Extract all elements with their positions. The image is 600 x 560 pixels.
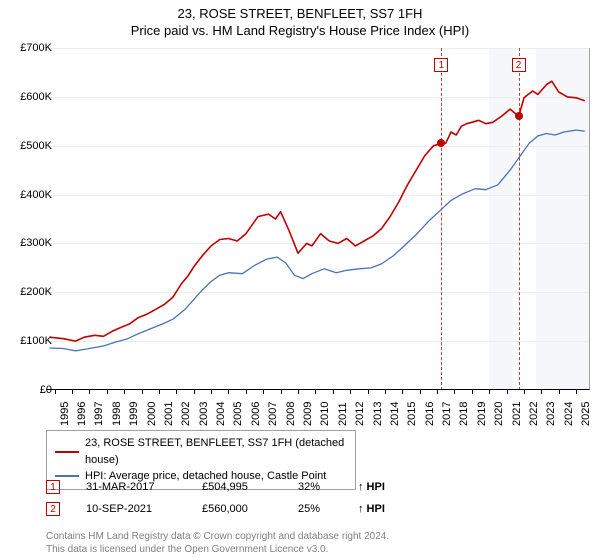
x-tick-label: 2022 — [528, 402, 540, 426]
x-tick — [368, 390, 369, 394]
x-tick-label: 2013 — [372, 402, 384, 426]
x-tick-label: 2004 — [215, 402, 227, 426]
x-tick — [402, 390, 403, 394]
x-tick — [176, 390, 177, 394]
x-tick-label: 2010 — [319, 402, 331, 426]
y-tick-label: £700K — [10, 42, 52, 54]
x-tick — [194, 390, 195, 394]
legend-label-price-paid: 23, ROSE STREET, BENFLEET, SS7 1FH (deta… — [85, 435, 347, 468]
sale-price-1: £504,995 — [202, 481, 272, 493]
x-tick — [559, 390, 560, 394]
sales-table: 1 31-MAR-2017 £504,995 32% ↑ HPI 2 10-SE… — [46, 476, 385, 520]
x-tick-label: 2016 — [424, 402, 436, 426]
x-tick — [72, 390, 73, 394]
x-tick — [437, 390, 438, 394]
x-tick-label: 2020 — [493, 402, 505, 426]
x-tick-label: 2012 — [354, 402, 366, 426]
x-tick-label: 2025 — [580, 402, 592, 426]
x-tick-label: 2014 — [389, 402, 401, 426]
sale-badge-2: 2 — [46, 502, 60, 516]
sale-dot — [515, 112, 523, 120]
y-tick-label: £200K — [10, 286, 52, 298]
x-tick — [228, 390, 229, 394]
x-tick — [89, 390, 90, 394]
sale-dot — [437, 139, 445, 147]
x-tick-label: 2023 — [545, 402, 557, 426]
sale-marker-badge: 1 — [434, 58, 448, 72]
y-tick-label: £0 — [10, 384, 52, 396]
series-price_paid — [50, 81, 585, 341]
x-tick — [524, 390, 525, 394]
x-tick — [333, 390, 334, 394]
x-tick — [107, 390, 108, 394]
footer-line-2: This data is licensed under the Open Gov… — [46, 544, 389, 557]
x-tick-label: 2015 — [406, 402, 418, 426]
sale-marker-badge: 2 — [512, 58, 526, 72]
sale-pct-2: 25% — [298, 503, 332, 515]
x-tick — [159, 390, 160, 394]
y-tick-label: £400K — [10, 189, 52, 201]
x-tick — [420, 390, 421, 394]
x-tick-label: 2003 — [198, 402, 210, 426]
x-tick — [385, 390, 386, 394]
x-tick-label: 2008 — [285, 402, 297, 426]
legend-swatch-price-paid — [55, 451, 79, 453]
x-tick-label: 2021 — [511, 402, 523, 426]
sale-date-2: 10-SEP-2021 — [86, 503, 176, 515]
x-tick — [142, 390, 143, 394]
x-tick — [298, 390, 299, 394]
title-line-1: 23, ROSE STREET, BENFLEET, SS7 1FH — [0, 6, 600, 23]
x-tick — [315, 390, 316, 394]
x-tick-label: 2001 — [163, 402, 175, 426]
x-tick — [576, 390, 577, 394]
x-tick-label: 2018 — [458, 402, 470, 426]
sale-pct-1: 32% — [298, 481, 332, 493]
x-tick-label: 2005 — [232, 402, 244, 426]
x-tick — [124, 390, 125, 394]
x-tick — [281, 390, 282, 394]
x-tick-label: 2007 — [267, 402, 279, 426]
sale-price-2: £560,000 — [202, 503, 272, 515]
y-tick-label: £300K — [10, 237, 52, 249]
series-lines — [46, 48, 590, 390]
sale-row-1: 1 31-MAR-2017 £504,995 32% ↑ HPI — [46, 476, 385, 498]
x-tick — [507, 390, 508, 394]
x-tick-label: 2019 — [476, 402, 488, 426]
x-tick-label: 2000 — [146, 402, 158, 426]
x-tick — [454, 390, 455, 394]
x-tick-label: 1999 — [128, 402, 140, 426]
x-tick-label: 1996 — [76, 402, 88, 426]
x-tick-label: 2009 — [302, 402, 314, 426]
legend-row-price-paid: 23, ROSE STREET, BENFLEET, SS7 1FH (deta… — [55, 435, 347, 468]
sale-row-2: 2 10-SEP-2021 £560,000 25% ↑ HPI — [46, 498, 385, 520]
series-hpi — [50, 130, 585, 351]
x-tick — [263, 390, 264, 394]
y-tick-label: £600K — [10, 91, 52, 103]
x-tick-label: 2011 — [337, 402, 349, 426]
sale-dir-1: ↑ HPI — [358, 481, 385, 493]
x-tick — [541, 390, 542, 394]
sale-dir-2: ↑ HPI — [358, 503, 385, 515]
footer-line-1: Contains HM Land Registry data © Crown c… — [46, 531, 389, 544]
y-tick-label: £500K — [10, 140, 52, 152]
x-tick-label: 2024 — [563, 402, 575, 426]
x-tick-label: 1998 — [111, 402, 123, 426]
x-tick — [246, 390, 247, 394]
footer: Contains HM Land Registry data © Crown c… — [46, 531, 389, 556]
x-tick — [472, 390, 473, 394]
x-tick-label: 1995 — [59, 402, 71, 426]
sale-badge-1: 1 — [46, 480, 60, 494]
x-tick-label: 2006 — [250, 402, 262, 426]
x-tick-label: 2017 — [441, 402, 453, 426]
x-tick-label: 1997 — [93, 402, 105, 426]
x-tick — [211, 390, 212, 394]
x-tick-label: 2002 — [180, 402, 192, 426]
title-line-2: Price paid vs. HM Land Registry's House … — [0, 23, 600, 40]
x-tick — [350, 390, 351, 394]
chart-title-block: 23, ROSE STREET, BENFLEET, SS7 1FH Price… — [0, 0, 600, 40]
x-tick — [55, 390, 56, 394]
y-tick-label: £100K — [10, 335, 52, 347]
sale-date-1: 31-MAR-2017 — [86, 481, 176, 493]
x-tick — [489, 390, 490, 394]
